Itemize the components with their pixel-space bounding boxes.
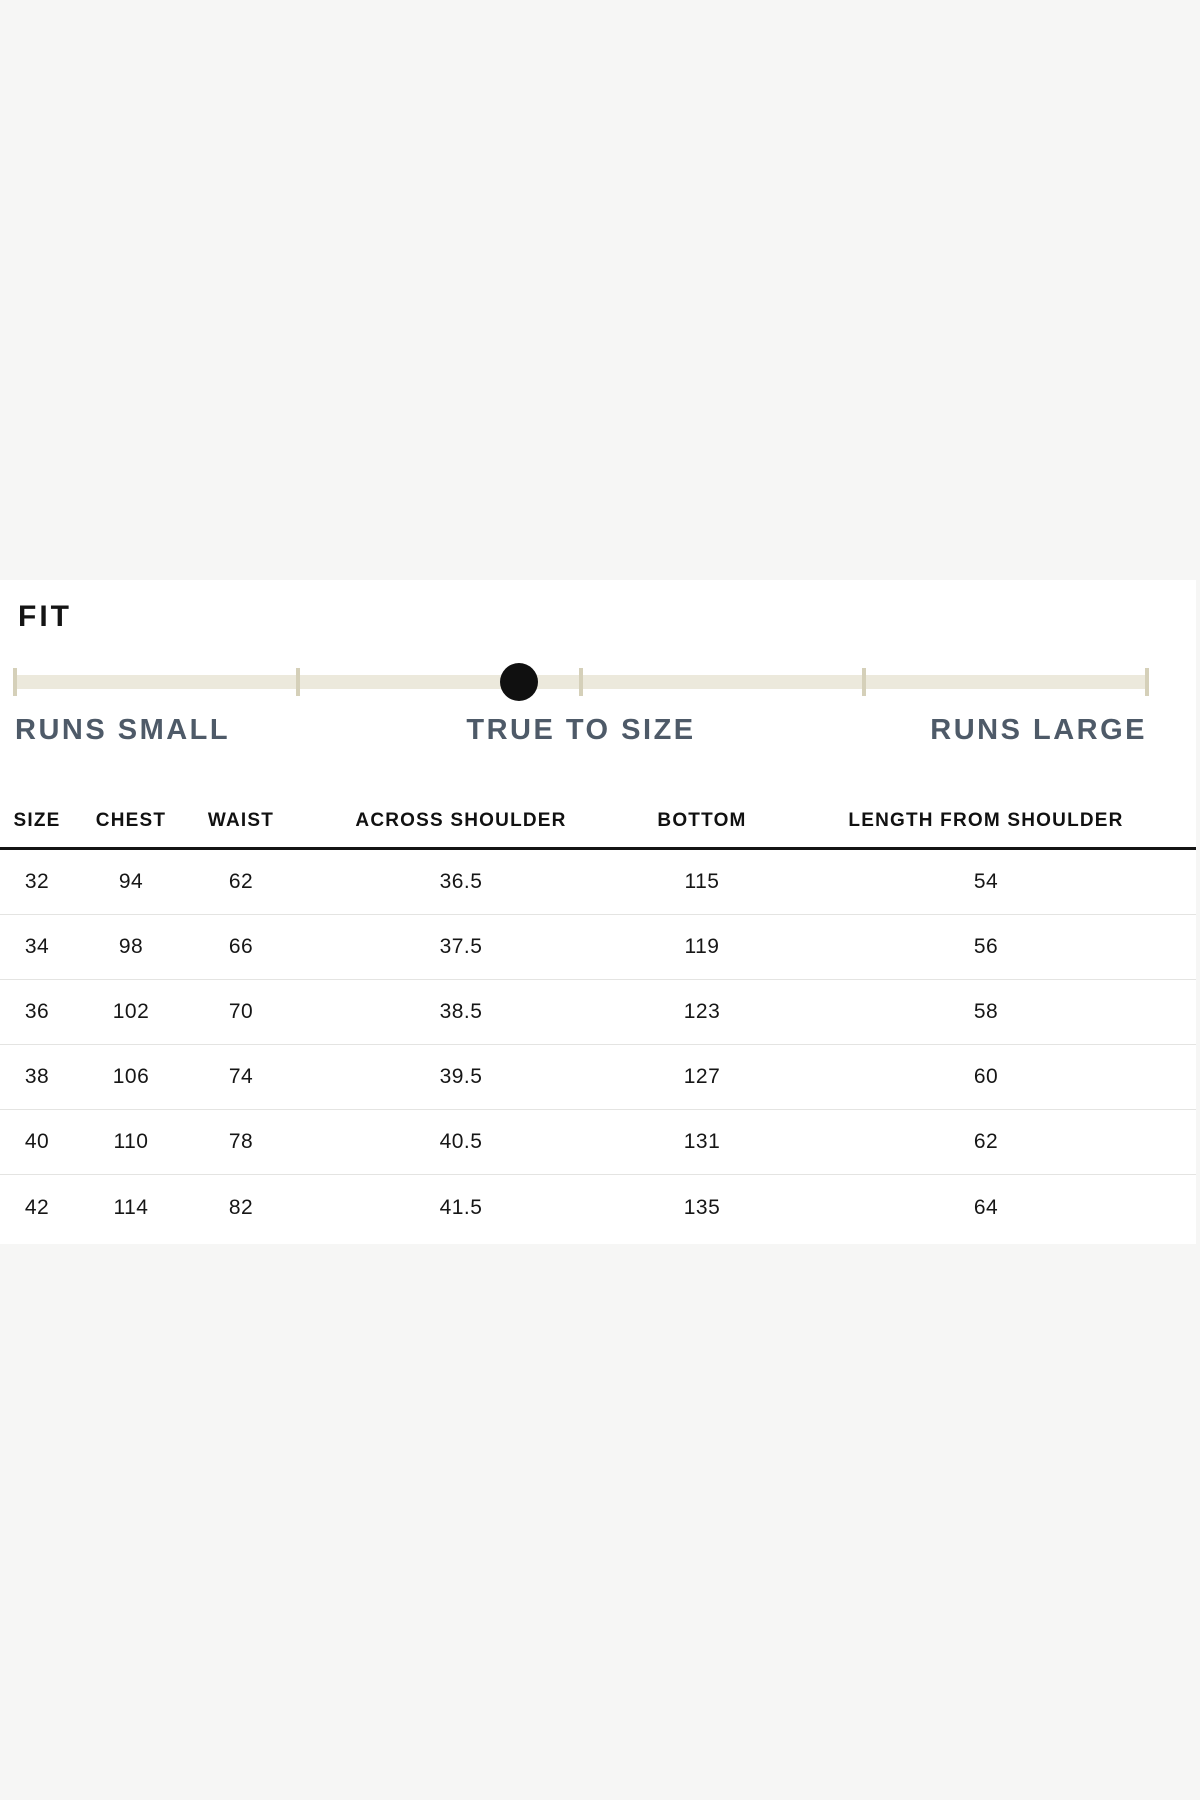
table-cell: 36 xyxy=(24,1000,50,1023)
table-cell: 114 xyxy=(113,1195,149,1219)
table-cell: 78 xyxy=(228,1130,254,1153)
table-cell: 39.5 xyxy=(439,1065,483,1088)
table-cell: 70 xyxy=(228,1000,254,1023)
table-cell: 38.5 xyxy=(439,1000,483,1023)
table-cell: 54 xyxy=(973,870,999,893)
fit-slider-dot xyxy=(499,663,538,701)
fit-section-title: FIT xyxy=(18,600,72,633)
size-table-body: 32 94 62 36.5 115 54 34 98 66 37.5 119 5… xyxy=(0,850,1196,1240)
table-cell: 110 xyxy=(113,1130,149,1153)
table-cell: 102 xyxy=(112,1000,150,1023)
table-cell: 56 xyxy=(973,935,999,958)
table-cell: 38 xyxy=(24,1065,50,1088)
table-cell: 135 xyxy=(683,1195,721,1219)
table-cell: 82 xyxy=(228,1195,254,1219)
table-cell: 98 xyxy=(118,935,144,958)
table-cell: 41.5 xyxy=(439,1195,483,1219)
fit-label-runs-large: RUNS LARGE xyxy=(930,714,1147,746)
table-cell: 131 xyxy=(683,1130,721,1153)
fit-slider xyxy=(13,662,1149,702)
table-cell: 42 xyxy=(24,1195,50,1219)
table-cell: 40 xyxy=(24,1130,50,1153)
table-cell: 64 xyxy=(973,1195,999,1219)
table-cell: 74 xyxy=(228,1065,254,1088)
table-cell: 123 xyxy=(683,1000,721,1023)
table-cell: 37.5 xyxy=(439,935,483,958)
table-row: 36 102 70 38.5 123 58 xyxy=(0,980,1196,1045)
fit-slider-tick xyxy=(13,668,17,696)
table-cell: 36.5 xyxy=(439,870,483,893)
fit-scale-labels: RUNS SMALL TRUE TO SIZE RUNS LARGE xyxy=(15,714,1147,750)
table-row: 40 110 78 40.5 131 62 xyxy=(0,1110,1196,1175)
table-row: 38 106 74 39.5 127 60 xyxy=(0,1045,1196,1110)
table-cell: 32 xyxy=(24,870,50,893)
table-cell: 58 xyxy=(973,1000,999,1023)
table-cell: 115 xyxy=(684,870,720,893)
fit-label-runs-small: RUNS SMALL xyxy=(15,714,231,746)
table-cell: 62 xyxy=(973,1130,999,1153)
column-header-bottom: BOTTOM xyxy=(657,810,747,831)
table-cell: 66 xyxy=(228,935,254,958)
column-header-waist: WAIST xyxy=(207,810,275,831)
column-header-across-shoulder: ACROSS SHOULDER xyxy=(355,810,567,831)
column-header-chest: CHEST xyxy=(95,810,167,831)
size-table-header-row: SIZE CHEST WAIST ACROSS SHOULDER BOTTOM … xyxy=(0,795,1196,850)
table-row: 34 98 66 37.5 119 56 xyxy=(0,915,1196,980)
table-cell: 106 xyxy=(112,1065,150,1088)
table-cell: 94 xyxy=(118,870,144,893)
size-table: SIZE CHEST WAIST ACROSS SHOULDER BOTTOM … xyxy=(0,795,1196,1240)
table-cell: 127 xyxy=(683,1065,721,1088)
table-cell: 60 xyxy=(973,1065,999,1088)
column-header-length-from-shoulder: LENGTH FROM SHOULDER xyxy=(848,810,1124,831)
table-cell: 119 xyxy=(684,935,720,958)
fit-slider-tick xyxy=(862,668,866,696)
table-row: 32 94 62 36.5 115 54 xyxy=(0,850,1196,915)
table-row: 42 114 82 41.5 135 64 xyxy=(0,1175,1196,1240)
fit-slider-tick xyxy=(296,668,300,696)
table-cell: 62 xyxy=(228,870,254,893)
fit-label-true-to-size: TRUE TO SIZE xyxy=(466,714,696,746)
column-header-size: SIZE xyxy=(13,810,61,831)
fit-size-card: FIT RUNS SMALL TRUE TO SIZE RUNS LARGE S… xyxy=(0,580,1196,1244)
fit-slider-tick xyxy=(579,668,583,696)
fit-slider-tick xyxy=(1145,668,1149,696)
table-cell: 40.5 xyxy=(439,1130,483,1153)
table-cell: 34 xyxy=(24,935,50,958)
